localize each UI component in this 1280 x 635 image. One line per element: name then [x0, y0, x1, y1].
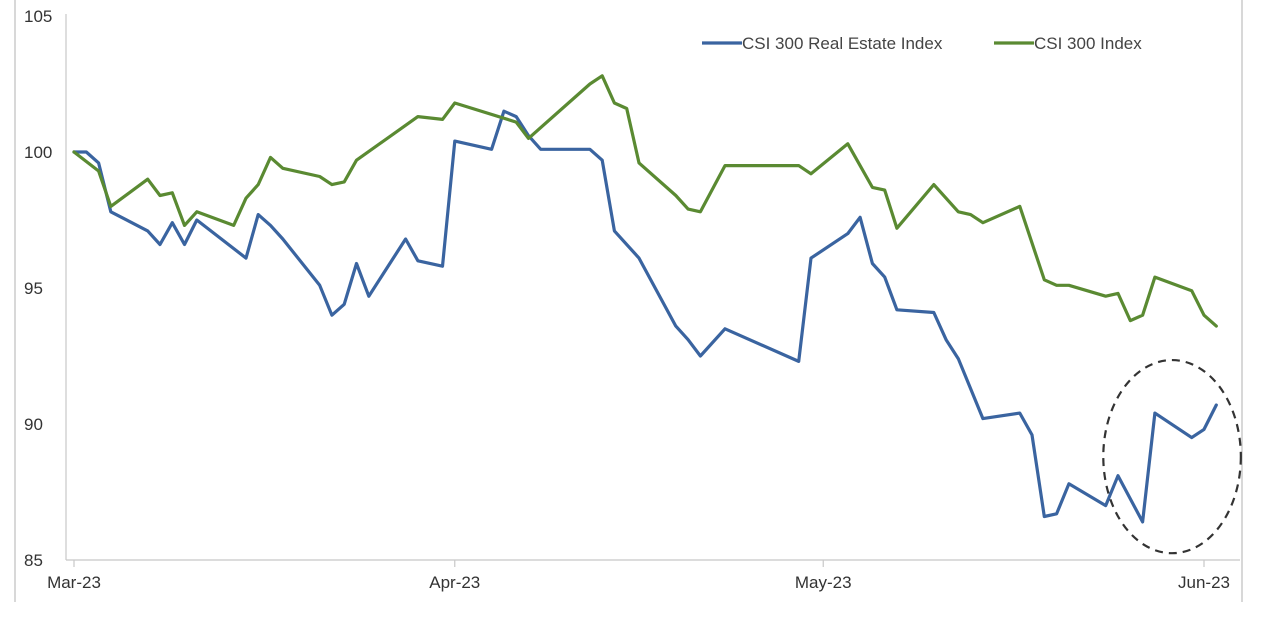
y-tick-labels: 85 90 95 100 105 — [24, 7, 52, 570]
series-layer — [72, 74, 1218, 524]
y-tick-label: 85 — [24, 551, 43, 570]
x-tick-label: Jun-23 — [1178, 573, 1230, 592]
axes-layer — [14, 0, 1243, 602]
legend-label: CSI 300 Real Estate Index — [742, 34, 943, 53]
x-tick-label: May-23 — [795, 573, 852, 592]
x-tick-labels: Mar-23 Apr-23 May-23 Jun-23 — [47, 560, 1230, 592]
legend: CSI 300 Real Estate Index CSI 300 Index — [702, 34, 1142, 53]
y-tick-label: 105 — [24, 7, 52, 26]
annotations-layer — [1102, 358, 1242, 555]
x-tick-label: Apr-23 — [429, 573, 480, 592]
highlight-ellipse — [1102, 358, 1242, 555]
y-tick-label: 100 — [24, 143, 52, 162]
series-line-real-estate-index — [72, 109, 1218, 524]
y-tick-label: 90 — [24, 415, 43, 434]
y-tick-label: 95 — [24, 279, 43, 298]
legend-label: CSI 300 Index — [1034, 34, 1142, 53]
series-line-csi-300-index — [72, 74, 1218, 328]
x-tick-label: Mar-23 — [47, 573, 101, 592]
